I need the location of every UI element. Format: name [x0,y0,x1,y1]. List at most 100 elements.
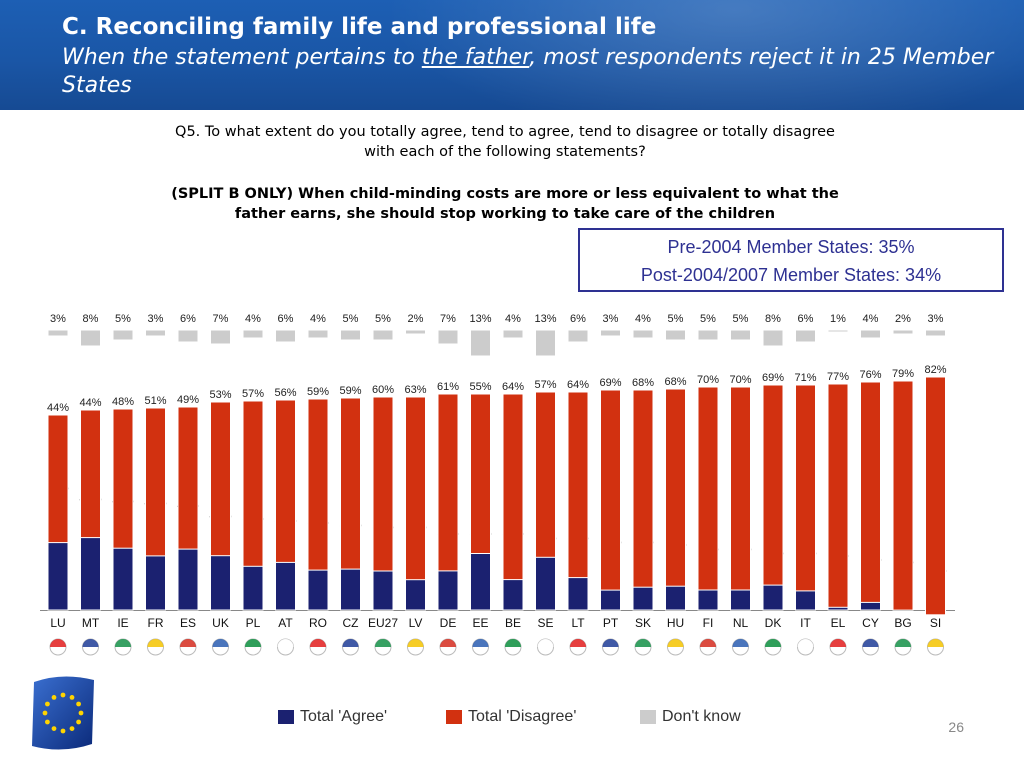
eu-star-10 [60,692,66,698]
category-label-eu27: EU27 [368,616,398,630]
label-disagree-cz: 59% [339,385,361,397]
poland-flag-upper [245,639,261,647]
bar-disagree-it [795,384,816,592]
label-dontknow-ie: 5% [115,313,131,325]
category-label-ro: RO [309,616,327,630]
label-disagree-se: 57% [534,379,556,391]
category-label-pl: PL [246,616,261,630]
label-dontknow-lv: 2% [408,313,424,325]
bar-disagree-sk [632,389,654,588]
category-label-uk: UK [212,616,229,630]
label-disagree-it: 71% [794,372,816,384]
bar-disagree-hu [665,388,686,587]
lithuania-flag-upper [570,639,586,647]
label-dontknow-eu27: 5% [375,313,391,325]
label-disagree-at: 56% [274,387,296,399]
bar-disagree-ro [307,398,329,571]
info-line-1: Pre-2004 Member States: 35% [667,237,915,257]
bar-dontknow-nl [730,329,751,341]
cyprus-flag-upper [862,639,879,647]
label-dontknow-el: 1% [830,313,846,325]
label-disagree-lv: 63% [404,384,426,396]
eu-flag-upper [375,639,391,647]
bar-disagree-cz [340,397,361,570]
bar-dontknow-bg [892,329,914,335]
label-disagree-hu: 68% [664,376,686,388]
bar-dontknow-sk [632,329,654,339]
eu-star-7 [42,710,48,716]
legend-label-disagree: Total 'Disagree' [468,708,577,725]
netherlands-flag-upper [732,639,749,647]
bar-dontknow-lt [567,329,589,343]
header-banner: C. Reconciling family life and professio… [0,0,1024,110]
banner-sheen [384,0,1024,110]
bar-disagree-pl [242,400,264,567]
czech-flag-upper [342,639,359,647]
label-disagree-ee: 55% [469,381,491,393]
subtitle-text-pre: When the statement pertains to [62,45,422,70]
label-dontknow-mt: 8% [83,313,99,325]
eu-star-6 [45,719,50,725]
portugal-flag-upper [602,639,619,647]
label-disagree-be: 64% [502,381,524,393]
legend-item-disagree: Total 'Disagree' [446,708,576,726]
bar-disagree-lu [47,414,69,544]
eu-star-2 [76,719,81,725]
bar-disagree-pt [600,389,621,591]
bar-dontknow-pl [242,329,264,339]
eu-flag-logo-icon [32,676,94,750]
label-disagree-es: 49% [177,394,199,406]
category-label-ie: IE [117,616,128,630]
bar-dontknow-it [795,329,816,343]
category-label-be: BE [505,616,521,630]
label-disagree-uk: 53% [209,389,231,401]
label-disagree-fi: 70% [697,374,719,386]
category-label-fi: FI [703,616,714,630]
eu-star-3 [69,726,75,731]
label-disagree-si: 82% [924,364,946,376]
bulgaria-flag-upper [895,639,911,647]
legend-swatch-dontknow [640,710,656,724]
category-label-cz: CZ [343,616,359,630]
label-dontknow-si: 3% [928,313,944,325]
label-dontknow-pl: 4% [245,313,261,325]
legend-item-agree: Total 'Agree' [278,708,387,726]
label-disagree-pt: 69% [599,377,621,389]
bar-disagree-el [827,383,849,608]
category-label-bg: BG [894,616,911,630]
bar-dontknow-se [535,329,556,357]
eu-star-8 [45,701,50,707]
ireland-flag-upper [115,639,131,647]
slide-subtitle: When the statement pertains to the fathe… [62,44,1012,100]
legend-label-agree: Total 'Agree' [300,708,388,725]
bar-disagree-cy [860,381,881,603]
category-label-nl: NL [733,616,749,630]
statement-line-1: (SPLIT B ONLY) When child-minding costs … [171,186,839,202]
label-disagree-de: 61% [437,381,459,393]
category-label-lv: LV [409,616,423,630]
bar-dontknow-ie [112,329,134,341]
bar-dontknow-ro [307,329,329,339]
eu-star-5 [51,726,57,731]
bar-disagree-ie [112,408,134,549]
bar-dontknow-el [827,329,849,333]
category-label-fr: FR [148,616,164,630]
bar-dontknow-cz [340,329,361,341]
bar-dontknow-uk [210,329,231,345]
bar-dontknow-eu27 [372,329,394,341]
label-dontknow-fi: 5% [700,313,716,325]
member-states-infobox: Pre-2004 Member States: 35% Post-2004/20… [578,228,1004,292]
bar-dontknow-at [275,329,296,343]
label-dontknow-de: 7% [440,313,456,325]
label-dontknow-ee: 13% [469,313,491,325]
label-disagree-eu27: 60% [372,384,394,396]
bar-dontknow-de [437,329,459,345]
bar-dontknow-fi [697,329,719,341]
bar-disagree-be [502,393,524,581]
bar-disagree-dk [762,384,784,586]
eu-star-1 [78,710,84,716]
label-disagree-mt: 44% [79,397,101,409]
label-disagree-ro: 59% [307,386,329,398]
label-disagree-sk: 68% [632,377,654,389]
question-line-1: Q5. To what extent do you totally agree,… [175,124,835,140]
